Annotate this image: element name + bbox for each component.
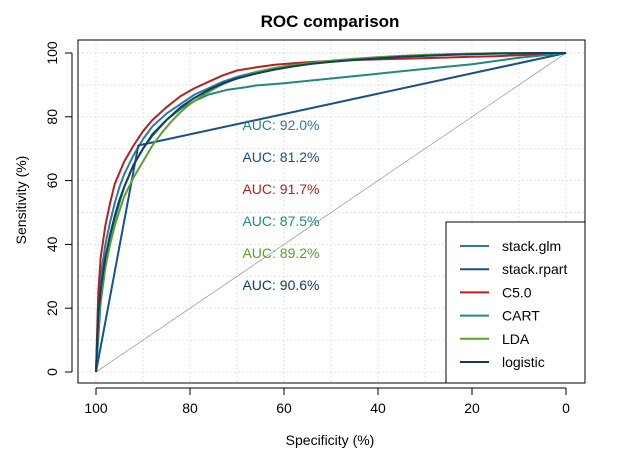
legend: stack.glm stack.rpart C5.0 CART LDA logistic — [445, 221, 586, 384]
legend-label: LDA — [502, 331, 530, 347]
y-axis-label: Sensitivity (%) — [13, 156, 29, 245]
x-tick-label: 0 — [562, 400, 570, 416]
x-tick-label: 40 — [370, 400, 386, 416]
x-axis: 100 80 60 40 20 0 — [84, 387, 570, 416]
reference-diagonal — [95, 52, 567, 373]
auc-label-cart: AUC: 87.5% — [242, 213, 319, 229]
auc-labels: AUC: 92.0% AUC: 81.2% AUC: 91.7% AUC: 87.5%… — [242, 117, 319, 293]
legend-label: C5.0 — [502, 284, 532, 300]
y-tick-label: 20 — [44, 300, 60, 316]
legend-label: stack.rpart — [502, 261, 567, 277]
legend-label: logistic — [502, 354, 545, 370]
y-tick-label: 100 — [44, 41, 60, 65]
y-tick-label: 40 — [44, 236, 60, 252]
auc-label-c5-0: AUC: 91.7% — [242, 181, 319, 197]
series-line-c5-0 — [95, 52, 567, 373]
series-line-stack-rpart — [95, 52, 567, 373]
legend-label: CART — [502, 308, 540, 324]
x-axis-label: Specificity (%) — [286, 432, 375, 448]
y-tick-label: 60 — [44, 173, 60, 189]
auc-label-lda: AUC: 89.2% — [242, 245, 319, 261]
auc-label-stack-rpart: AUC: 81.2% — [242, 149, 319, 165]
plot-frame — [77, 39, 586, 384]
y-tick-label: 80 — [44, 109, 60, 125]
series-lines — [95, 52, 567, 373]
y-axis: 0 20 40 60 80 100 — [44, 41, 73, 376]
series-line-logistic — [95, 52, 566, 373]
legend-label: stack.glm — [502, 238, 561, 254]
x-tick-label: 20 — [464, 400, 480, 416]
legend-box — [445, 221, 586, 384]
x-tick-label: 80 — [182, 400, 198, 416]
x-tick-label: 60 — [276, 400, 292, 416]
chart-title: ROC comparison — [261, 12, 400, 31]
auc-label-logistic: AUC: 90.6% — [242, 277, 319, 293]
x-tick-label: 100 — [84, 400, 108, 416]
auc-label-stack-glm: AUC: 92.0% — [242, 117, 319, 133]
y-tick-label: 0 — [44, 368, 60, 376]
